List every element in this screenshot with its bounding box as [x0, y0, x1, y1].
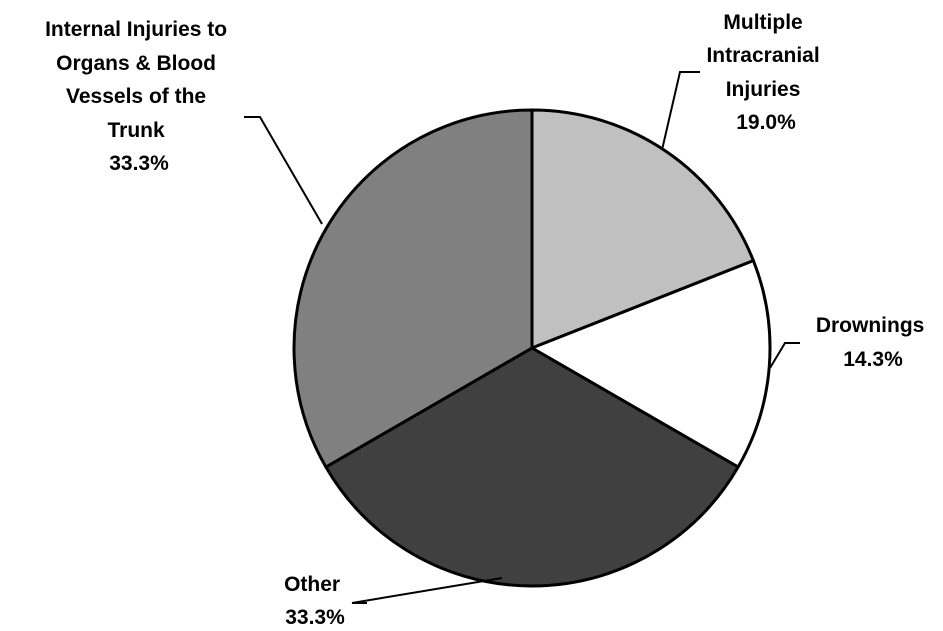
label-line: Trunk [107, 119, 164, 142]
label-drownings: Drownings 14.3% [816, 314, 930, 371]
pie-slice-internal-injuries [292, 108, 534, 469]
label-value: 33.3% [109, 152, 169, 175]
pie-slice-drownings [530, 259, 772, 469]
label-line: Internal Injuries to [45, 18, 227, 41]
label-line: Organs & Blood [56, 52, 216, 75]
label-line: Other [284, 573, 340, 596]
label-line: Intracranial [706, 44, 819, 67]
leader-line-internal-injuries [244, 116, 323, 225]
label-multiple-intracranial: Multiple Intracranial Injuries 19.0% [706, 11, 825, 134]
label-line: Injuries [726, 78, 801, 101]
leader-line-other [351, 577, 503, 604]
leader-line-multiple-intracranial [661, 71, 700, 151]
label-line: Vessels of the [66, 85, 206, 108]
label-value: 19.0% [736, 111, 796, 134]
leader-line-drownings [769, 342, 800, 369]
pie-slice-other [324, 346, 740, 588]
label-value: 33.3% [285, 606, 345, 629]
label-internal-injuries: Internal Injuries to Organs & Blood Vess… [45, 18, 233, 175]
pie-slices [292, 108, 772, 588]
label-value: 14.3% [843, 348, 903, 371]
label-line: Multiple [723, 11, 802, 34]
pie-slice-multiple-intracranial [530, 108, 755, 350]
label-other: Other 33.3% [284, 573, 346, 629]
label-line: Drownings [816, 314, 925, 337]
